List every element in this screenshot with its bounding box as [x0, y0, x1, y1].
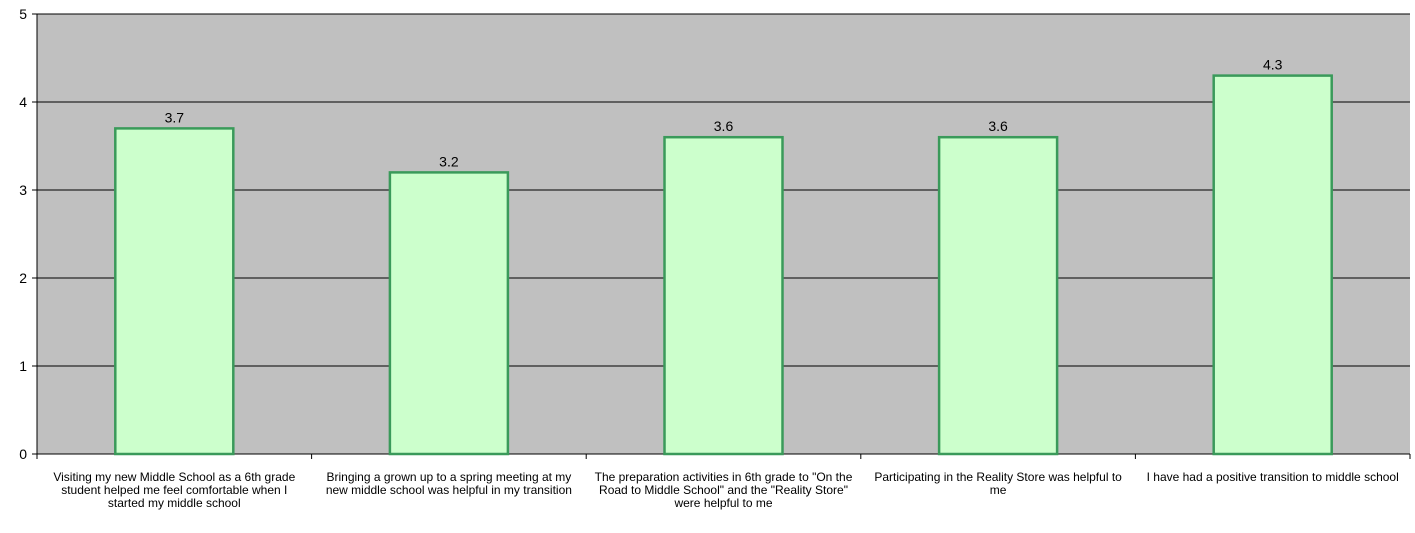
- data-label: 3.7: [165, 109, 185, 125]
- x-tick-label: The preparation activities in 6th grade …: [594, 470, 853, 510]
- data-label: 3.2: [439, 153, 459, 169]
- data-label: 3.6: [714, 118, 734, 134]
- y-tick-label: 2: [19, 270, 27, 286]
- data-label: 3.6: [988, 118, 1008, 134]
- x-tick-label: Visiting my new Middle School as a 6th g…: [53, 470, 296, 510]
- y-tick-label: 3: [19, 182, 27, 198]
- bar: [114, 127, 235, 456]
- y-tick-label: 1: [19, 358, 27, 374]
- bar: [388, 171, 510, 456]
- x-tick-label: Participating in the Reality Store was h…: [874, 470, 1122, 497]
- y-tick-label: 0: [19, 446, 27, 462]
- bar: [663, 135, 784, 456]
- y-tick-label: 4: [19, 94, 27, 110]
- bar: [1212, 74, 1333, 456]
- y-tick-label: 5: [19, 6, 27, 22]
- x-tick-label: I have had a positive transition to midd…: [1146, 470, 1399, 484]
- x-tick-label: Bringing a grown up to a spring meeting …: [325, 470, 572, 497]
- data-label: 4.3: [1263, 57, 1283, 73]
- bar: [937, 135, 1059, 456]
